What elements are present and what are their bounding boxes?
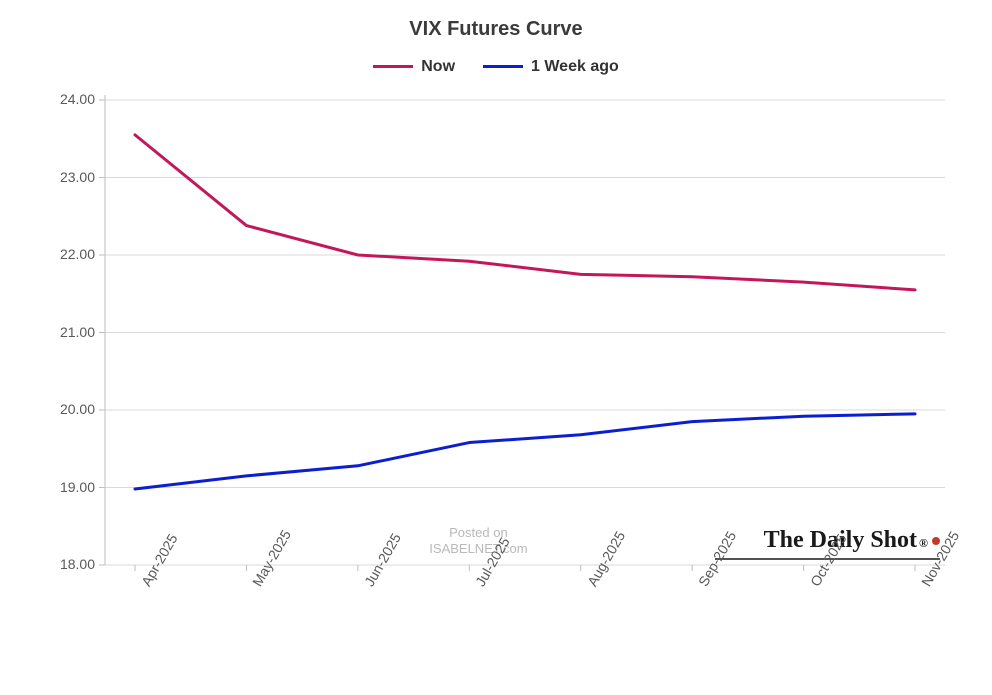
y-tick-label: 22.00 [45,246,95,262]
y-tick-label: 20.00 [45,401,95,417]
y-tick-label: 19.00 [45,479,95,495]
attribution: The Daily Shot ® [764,527,940,554]
y-tick-label: 18.00 [45,556,95,572]
watermark-line2: ISABELNET.com [429,541,527,557]
chart-svg [0,0,992,695]
y-tick-label: 23.00 [45,169,95,185]
y-tick-label: 21.00 [45,324,95,340]
y-tick-label: 24.00 [45,91,95,107]
watermark: Posted on ISABELNET.com [429,525,527,556]
attribution-reg: ® [919,536,928,551]
watermark-line1: Posted on [429,525,527,541]
chart-container: VIX Futures Curve Now1 Week ago Posted o… [0,0,992,695]
